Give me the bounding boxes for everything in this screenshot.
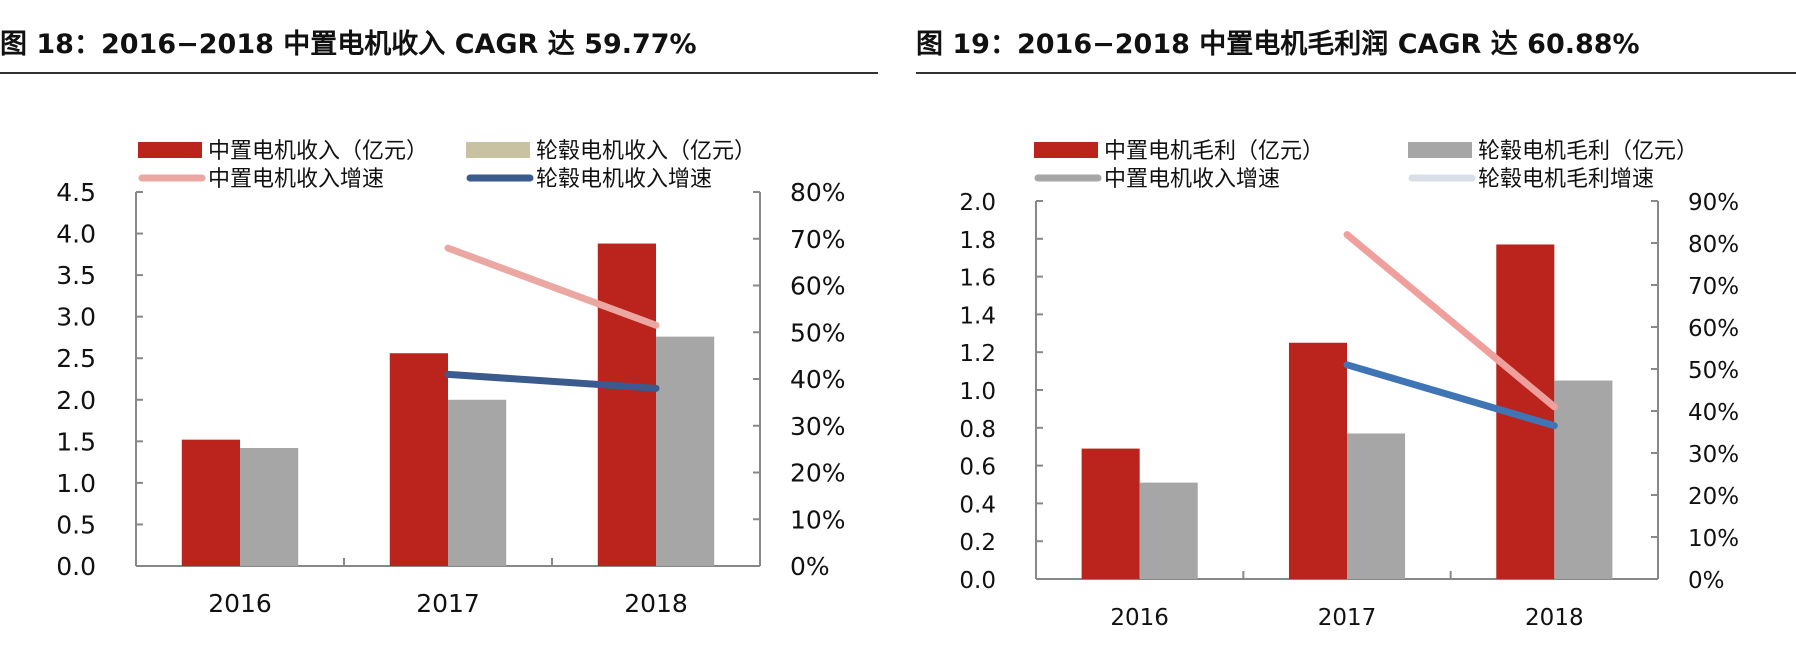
right-tick-label: 90% [1688,190,1739,216]
legend-label: 轮毂电机收入增速 [536,167,712,192]
line-series-0 [1343,231,1558,411]
bar-wheel-2018 [1554,380,1613,579]
left-tick-label: 2.0 [56,386,96,415]
right-tick-label: 60% [1688,316,1739,342]
left-tick-label: 0.2 [959,530,996,556]
right-tick-label: 30% [1688,442,1739,468]
legend-label: 轮毂电机毛利（亿元） [1478,139,1698,164]
right-tick-label: 50% [790,318,846,347]
right-tick-label: 0% [790,552,830,581]
x-tick-label: 2017 [416,589,480,618]
legend-label: 轮毂电机收入（亿元） [536,139,756,164]
x-tick-label: 2016 [1110,605,1169,631]
left-tick-label: 4.0 [56,220,96,249]
left-tick-label: 2.5 [56,344,96,373]
line-series-1 [1343,361,1558,430]
right-tick-label: 30% [790,412,846,441]
right-tick-label: 10% [790,505,846,534]
bar-wheel-2017 [1347,433,1406,579]
legend-swatch [1408,142,1472,158]
bar-wheel-2017 [448,399,507,566]
line-series-0 [444,244,660,329]
right-tick-label: 50% [1688,358,1739,384]
right-tick-label: 0% [1688,568,1725,594]
bar-mid-2017 [1288,342,1347,579]
right-tick-label: 10% [1688,526,1739,552]
left-tick-label: 0.6 [959,455,996,481]
left-tick-label: 0.5 [56,510,96,539]
left-tick-label: 1.0 [959,379,996,405]
legend-label: 轮毂电机毛利增速 [1478,167,1654,192]
legend-swatch [138,142,202,158]
left-tick-label: 1.8 [959,228,996,254]
legend-label: 中置电机收入增速 [208,167,384,192]
left-tick-label: 3.0 [56,303,96,332]
right-tick-label: 20% [1688,484,1739,510]
right-tick-label: 80% [790,178,846,207]
x-tick-label: 2016 [208,589,272,618]
title-divider [916,72,1796,74]
right-tick-label: 70% [790,225,846,254]
legend-swatch [466,142,530,158]
bar-mid-2016 [1081,448,1140,579]
left-tick-label: 0.0 [959,568,996,594]
bar-wheel-2018 [656,336,715,566]
chart-title-fig18: 图 18：2016−2018 中置电机收入 CAGR 达 59.77% [0,29,697,60]
left-tick-label: 0.0 [56,552,96,581]
x-tick-label: 2018 [1525,605,1584,631]
bar-wheel-2016 [240,447,299,566]
legend-label: 中置电机毛利（亿元） [1104,139,1324,164]
legend-swatch [1034,142,1098,158]
left-tick-label: 1.4 [959,303,996,329]
legend-label: 中置电机收入（亿元） [208,139,428,164]
right-tick-label: 20% [790,459,846,488]
left-tick-label: 1.0 [56,469,96,498]
line-series-1 [444,370,660,392]
legend-label: 中置电机收入增速 [1104,167,1280,192]
right-tick-label: 80% [1688,232,1739,258]
right-tick-label: 60% [790,272,846,301]
left-tick-label: 0.4 [959,492,996,518]
left-tick-label: 1.5 [56,427,96,456]
bar-mid-2018 [597,243,656,567]
left-tick-label: 2.0 [959,190,996,216]
left-tick-label: 1.6 [959,266,996,292]
right-tick-label: 40% [1688,400,1739,426]
chart-title-fig19: 图 19：2016−2018 中置电机毛利润 CAGR 达 60.88% [916,29,1640,60]
left-tick-label: 1.2 [959,341,996,367]
title-divider [0,72,878,74]
x-tick-label: 2017 [1318,605,1377,631]
right-tick-label: 40% [790,365,846,394]
left-tick-label: 4.5 [56,178,96,207]
bar-wheel-2016 [1139,482,1198,579]
bar-mid-2016 [181,439,240,566]
x-tick-label: 2018 [624,589,688,618]
bar-mid-2017 [389,353,448,566]
left-tick-label: 3.5 [56,261,96,290]
left-tick-label: 0.8 [959,417,996,443]
right-tick-label: 70% [1688,274,1739,300]
